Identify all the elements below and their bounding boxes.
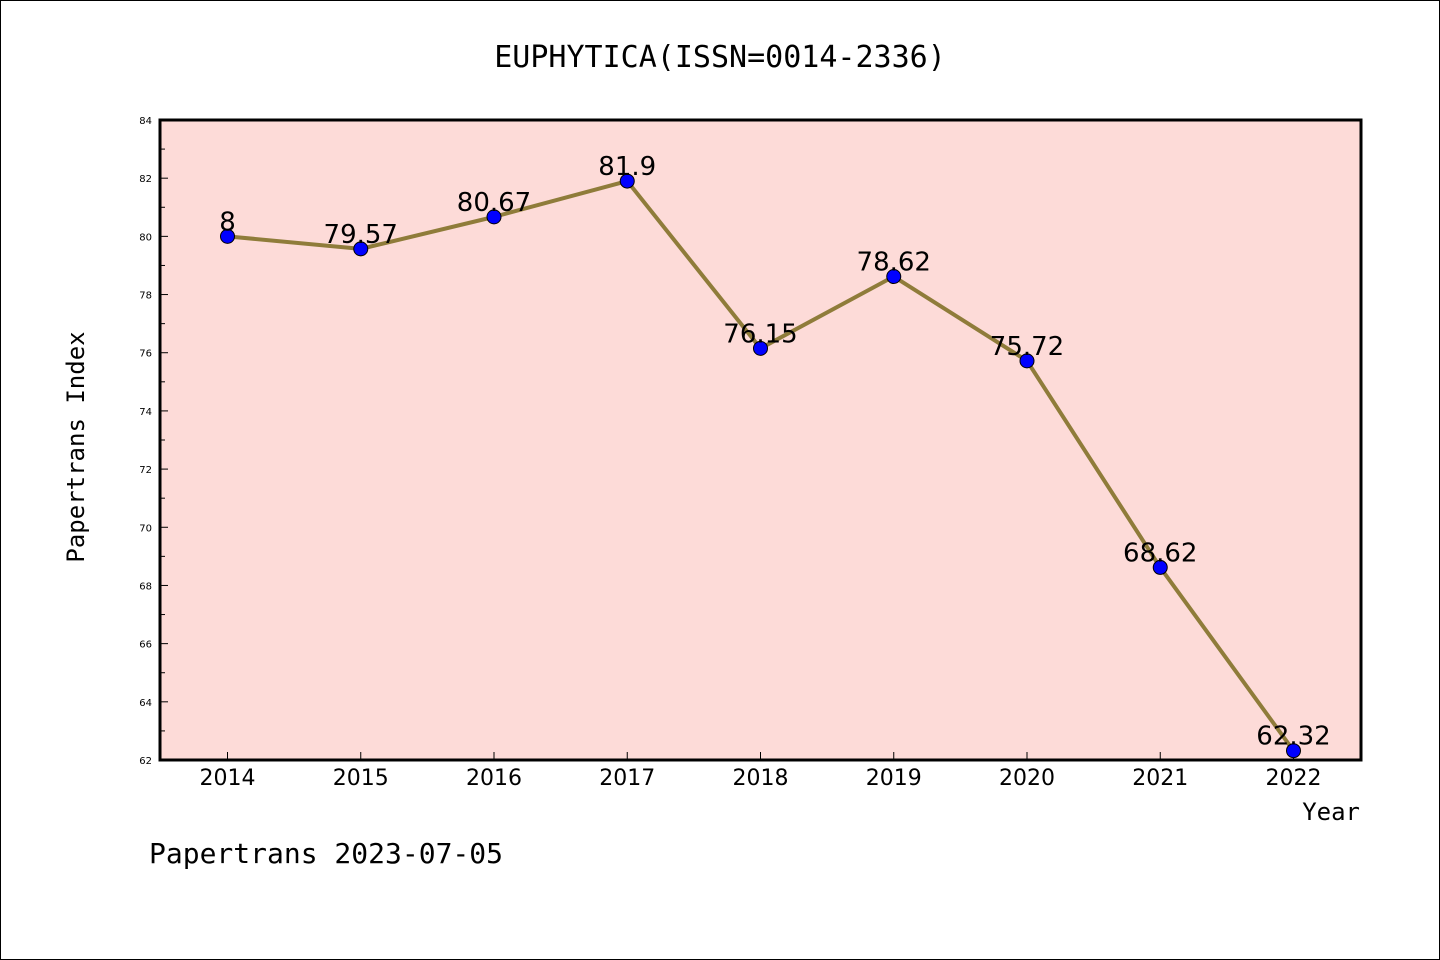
- data-label: 79.57: [324, 220, 398, 250]
- x-axis-label: Year: [1302, 798, 1360, 826]
- chart-title: EUPHYTICA(ISSN=0014-2336): [494, 40, 946, 75]
- y-tick-label: 70: [139, 523, 152, 534]
- x-tick-label: 2022: [1266, 766, 1322, 791]
- data-label: 62.32: [1256, 722, 1330, 752]
- y-tick-label: 74: [139, 407, 152, 418]
- data-point: [220, 228, 235, 244]
- y-tick-label: 80: [139, 232, 152, 243]
- data-point: [619, 173, 635, 189]
- plot-area: [160, 120, 1361, 760]
- data-point: [1019, 353, 1035, 369]
- data-point: [1286, 743, 1301, 759]
- x-tick-label: 2017: [599, 766, 655, 791]
- y-tick-label: 82: [139, 174, 152, 185]
- data-point: [753, 340, 768, 356]
- data-label: 80.67: [457, 188, 531, 218]
- data-label: 81.9: [598, 152, 656, 182]
- data-point: [886, 269, 902, 285]
- x-axis-ticks: 2014 2015 2016 2017 2018 2019 2020 2021 2022: [200, 752, 1322, 791]
- data-series: [220, 173, 1301, 759]
- y-tick-label: 66: [139, 640, 152, 651]
- y-tick-label: 78: [139, 291, 152, 302]
- x-tick-label: 2016: [466, 766, 522, 791]
- data-point: [353, 241, 369, 257]
- x-tick-label: 2019: [866, 766, 922, 791]
- y-tick-label: 76: [139, 349, 152, 360]
- data-label: 8: [219, 207, 236, 237]
- y-tick-label: 68: [139, 581, 152, 592]
- x-tick-label: 2018: [733, 766, 789, 791]
- y-tick-label: 72: [139, 465, 152, 476]
- data-labels: 8 79.57 80.67 81.9 76.15 78.62 75.72 68.62 62.32: [219, 152, 1330, 752]
- x-tick-label: 2014: [200, 766, 256, 791]
- data-point: [486, 209, 502, 225]
- y-axis-label: Papertrans Index: [62, 331, 90, 562]
- x-tick-label: 2021: [1132, 766, 1188, 791]
- data-label: 75.72: [990, 332, 1064, 362]
- data-label: 68.62: [1123, 538, 1197, 568]
- y-tick-label: 64: [139, 698, 152, 709]
- data-label: 76.15: [723, 319, 797, 349]
- footer-stamp: Papertrans 2023-07-05: [149, 837, 503, 870]
- data-point: [1152, 559, 1168, 575]
- plot-border: [158, 118, 1363, 762]
- y-tick-label: 84: [139, 116, 152, 127]
- x-tick-label: 2020: [999, 766, 1055, 791]
- y-tick-label: 62: [139, 756, 152, 767]
- data-label: 78.62: [857, 248, 931, 278]
- x-tick-label: 2015: [333, 766, 389, 791]
